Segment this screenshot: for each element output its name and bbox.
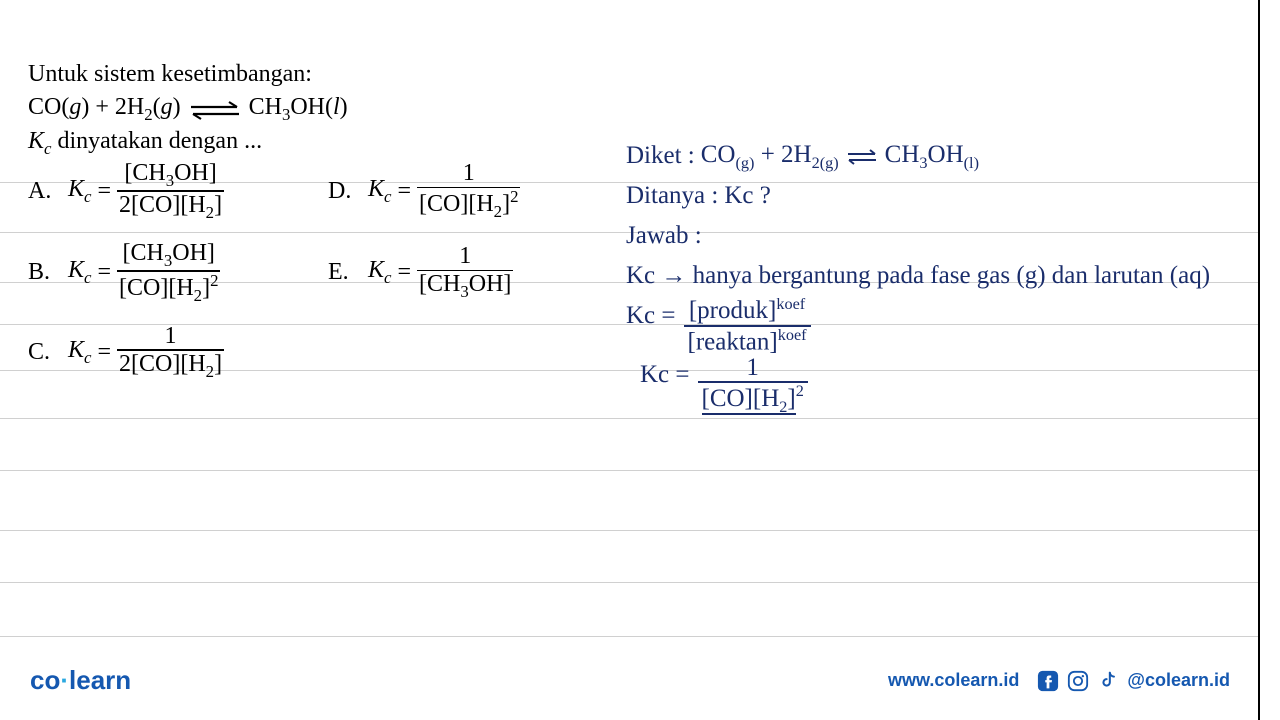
hw-kc-formula: Kc = [produk]koef [reaktan]koef (626, 296, 1256, 355)
hw-jawab: Jawab : (626, 216, 1256, 256)
choice-b: B. Kc = [CH3OH] [CO][H2]2 (28, 240, 328, 305)
hw-diket: Diket : CO(g) + 2H2(g) CH3OH(l) (626, 135, 1256, 176)
instagram-icon (1067, 670, 1089, 692)
handwritten-solution: Diket : CO(g) + 2H2(g) CH3OH(l) Ditanya … (626, 135, 1256, 416)
choice-c-fraction: 1 2[CO][H2] (117, 323, 224, 381)
choice-d: D. Kc = 1 [CO][H2]2 (328, 160, 638, 222)
choice-e: E. Kc = 1 [CH3OH] (328, 240, 638, 305)
facebook-icon (1037, 670, 1059, 692)
hw-kc-final: Kc = 1 [CO][H2]2 (640, 355, 1256, 416)
footer: co·learn www.colearn.id @colearn.id (0, 665, 1260, 696)
hw-kc-note: Kc → hanya bergantung pada fase gas (g) … (626, 256, 1256, 296)
choice-a: A. Kc = [CH3OH] 2[CO][H2] (28, 160, 328, 222)
problem-stem: Untuk sistem kesetimbangan: (28, 58, 628, 92)
choice-label: B. (28, 259, 54, 286)
choice-c: C. Kc = 1 2[CO][H2] (28, 323, 328, 381)
problem-kc-prompt: Kc dinyatakan dengan ... (28, 128, 628, 159)
choice-label: A. (28, 178, 54, 205)
footer-handle: @colearn.id (1127, 670, 1230, 691)
footer-right: www.colearn.id @colearn.id (888, 670, 1230, 692)
colearn-logo: co·learn (30, 665, 131, 696)
choice-b-fraction: [CH3OH] [CO][H2]2 (117, 240, 220, 305)
hw-ditanya: Ditanya : Kc ? (626, 176, 1256, 216)
reaction-lhs: CO(g) + 2H2(g) (28, 94, 181, 125)
equilibrium-arrow-icon (845, 136, 879, 176)
choice-e-fraction: 1 [CH3OH] (417, 243, 513, 301)
reaction-equation: CO(g) + 2H2(g) CH3OH(l) (28, 94, 628, 125)
footer-url: www.colearn.id (888, 670, 1019, 691)
tiktok-icon (1097, 670, 1119, 692)
social-icons: @colearn.id (1037, 670, 1230, 692)
choice-d-fraction: 1 [CO][H2]2 (417, 160, 520, 221)
reaction-rhs: CH3OH(l) (249, 94, 348, 125)
choice-label: E. (328, 259, 354, 286)
problem-block: Untuk sistem kesetimbangan: CO(g) + 2H2(… (28, 58, 628, 159)
choice-label: C. (28, 339, 54, 366)
choices-grid: A. Kc = [CH3OH] 2[CO][H2] D. Kc = 1 [CO]… (28, 160, 638, 381)
equilibrium-arrow-icon (187, 95, 243, 122)
choice-label: D. (328, 178, 354, 205)
choice-a-fraction: [CH3OH] 2[CO][H2] (117, 160, 224, 222)
